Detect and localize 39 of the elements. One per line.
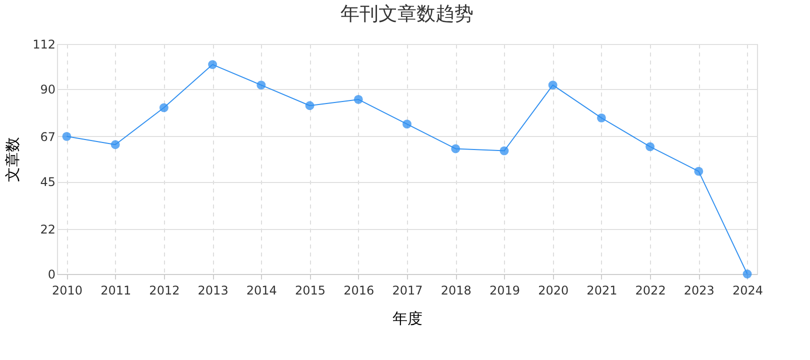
- y-tick-label: 45: [40, 175, 56, 190]
- point: [62, 132, 72, 141]
- x-tick-label: 2014: [246, 284, 277, 298]
- point: [159, 103, 168, 112]
- x-tick-label: 2022: [635, 284, 666, 298]
- point: [548, 80, 558, 90]
- point: [354, 94, 363, 104]
- y-tick-label: 22: [40, 222, 56, 236]
- x-tick-label: 2019: [489, 284, 520, 298]
- point: [305, 101, 314, 110]
- x-tick-label: 2018: [440, 284, 472, 298]
- x-tick-label: 2016: [344, 284, 374, 298]
- x-tick-label: 2020: [538, 284, 569, 298]
- x-tick-label: 2021: [586, 284, 618, 298]
- y-tick-label: 0: [48, 268, 56, 282]
- point: [646, 142, 655, 152]
- y-tick-label: 112: [32, 38, 56, 52]
- point: [110, 140, 120, 150]
- point: [596, 113, 606, 122]
- point: [256, 80, 266, 90]
- x-tick-label: 2017: [392, 284, 423, 298]
- x-tick-label: 2024: [732, 284, 764, 298]
- chart-title: 年刊文章数趋势: [340, 3, 474, 25]
- x-tick-label: 2011: [100, 284, 132, 298]
- point: [208, 60, 218, 69]
- x-axis-title: 年度: [392, 310, 422, 328]
- x-tick-label: 2015: [295, 284, 326, 298]
- y-axis-title: 文章数: [4, 137, 22, 182]
- x-tick-label: 2013: [198, 284, 228, 298]
- y-tick-label: 90: [40, 82, 56, 97]
- x-tick-label: 2012: [149, 284, 180, 298]
- point: [402, 120, 412, 129]
- point: [742, 270, 752, 278]
- y-tick-label: 67: [40, 130, 56, 144]
- x-tick-label: 2023: [684, 284, 714, 298]
- point: [694, 166, 704, 176]
- x-tick-label: 2010: [52, 284, 82, 298]
- point: [451, 144, 460, 154]
- point: [500, 146, 509, 156]
